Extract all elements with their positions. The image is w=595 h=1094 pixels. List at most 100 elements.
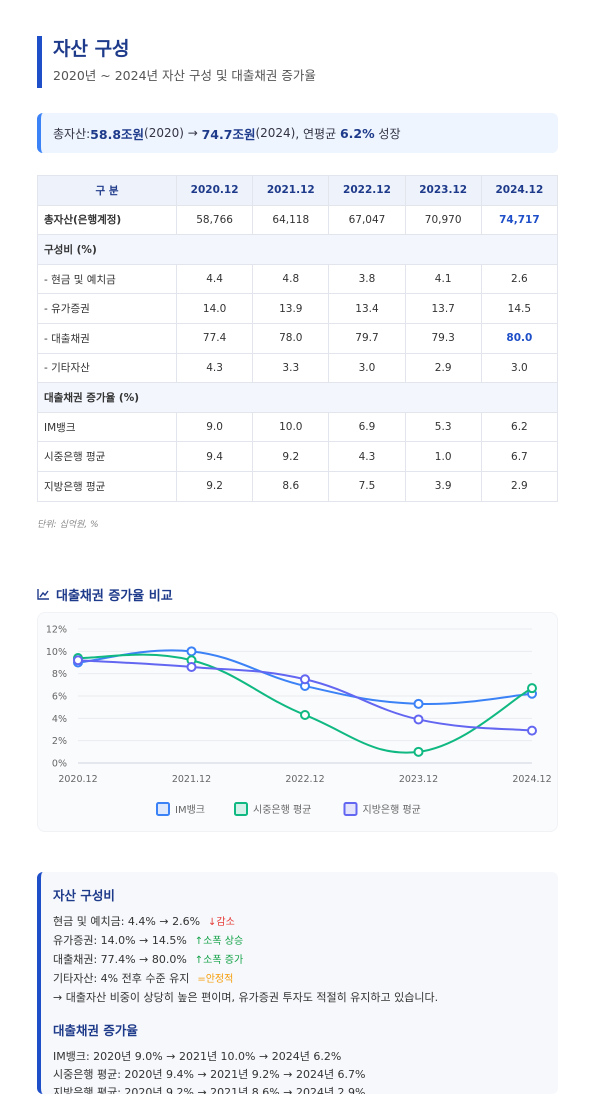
note-line: 대출채권: 77.4% → 80.0% ↑소폭 증가 xyxy=(53,951,546,970)
note-line: 지방은행 평균: 2020년 9.2% → 2021년 8.6% → 2024년… xyxy=(53,1086,366,1094)
table-cell: 9.2 xyxy=(175,470,254,502)
asset-composition-table: 구 분 2020.12 2021.12 2022.12 2023.12 2024… xyxy=(37,175,559,502)
table-cell: 4.1 xyxy=(404,263,482,295)
table-row: 시중은행 평균 9.4 9.2 4.3 1.0 6.7 xyxy=(37,441,559,472)
table-cell: 7.5 xyxy=(328,470,406,502)
summary-arrow: → xyxy=(183,126,202,140)
y-tick-label: 0% xyxy=(52,759,67,770)
loan-growth-chart-card: 0% 2% 4% 6% 8% 10% 12% 2020.12 2021.12 2022.12 202… xyxy=(37,612,558,832)
row-label: - 대출채권 xyxy=(37,322,177,354)
table-cell: 8.6 xyxy=(252,470,330,502)
row-label: - 기타자산 xyxy=(37,352,177,384)
table-cell: 6.7 xyxy=(480,441,559,472)
trend-down-tag: ↓감소 xyxy=(208,917,235,928)
column-header: 2020.12 xyxy=(175,175,254,206)
column-header: 2023.12 xyxy=(404,175,482,206)
total-assets-summary: 총자산: 58.8조원 (2020) → 74.7조원 (2024) , 연평균… xyxy=(37,113,558,153)
table-cell: 67,047 xyxy=(328,204,406,236)
table-cell: 9.4 xyxy=(175,441,254,472)
y-tick-label: 10% xyxy=(46,647,67,658)
chart-heading: 대출채권 증가율 비교 xyxy=(37,585,173,604)
series-line xyxy=(77,659,533,732)
unit-note: 단위: 십억원, % xyxy=(37,520,99,530)
data-point xyxy=(413,714,424,725)
table-cell: 3.8 xyxy=(328,263,406,295)
y-tick-label: 12% xyxy=(46,625,67,636)
table-cell: 4.8 xyxy=(252,263,330,295)
legend-label: 지방은행 평균 xyxy=(363,804,421,816)
table-cell: 4.4 xyxy=(175,263,254,295)
table-cell-highlight: 80.0 xyxy=(480,322,559,354)
y-tick-label: 2% xyxy=(52,736,67,747)
table-row: - 현금 및 예치금 4.4 4.8 3.8 4.1 2.6 xyxy=(37,263,559,295)
page-subtitle: 2020년 ~ 2024년 자산 구성 및 대출채권 증가율 xyxy=(53,68,316,83)
section-label: 대출채권 증가율 (%) xyxy=(37,382,558,413)
table-cell-highlight: 74,717 xyxy=(480,204,559,236)
x-tick-label: 2023.12 xyxy=(399,774,438,785)
table-cell: 4.3 xyxy=(328,441,406,472)
table-cell: 3.0 xyxy=(480,352,559,384)
legend-label: IM뱅크 xyxy=(175,804,205,816)
table-cell: 13.4 xyxy=(328,293,406,324)
legend-label: 시중은행 평균 xyxy=(253,804,311,816)
note-text: 대출채권: 77.4% → 80.0% xyxy=(53,953,187,966)
page-header: 자산 구성 2020년 ~ 2024년 자산 구성 및 대출채권 증가율 xyxy=(37,36,557,88)
row-label: 시중은행 평균 xyxy=(37,441,177,472)
trend-up-tag: ↑소폭 상승 xyxy=(194,936,244,947)
table-cell: 58,766 xyxy=(175,204,254,236)
data-point xyxy=(300,709,310,720)
x-tick-label: 2021.12 xyxy=(172,774,211,785)
summary-cagr-value: 6.2% xyxy=(339,125,375,141)
data-point xyxy=(413,698,424,709)
table-row: - 기타자산 4.3 3.3 3.0 2.9 3.0 xyxy=(37,352,559,384)
table-cell: 64,118 xyxy=(252,204,330,236)
line-chart-icon xyxy=(37,589,49,600)
table-cell: 14.5 xyxy=(480,293,559,324)
analysis-notes: 자산 구성비 현금 및 예치금: 4.4% → 2.6% ↓감소 유가증권: 14… xyxy=(37,872,558,1094)
summary-cagr-suffix: 성장 xyxy=(374,126,401,141)
table-section-composition: 구성비 (%) xyxy=(37,234,558,265)
table-cell: 13.9 xyxy=(252,293,330,324)
note-conclusion: → 대출자산 비중이 상당히 높은 편이며, 유가증권 투자도 적절히 유지하고… xyxy=(53,991,439,1004)
page-title: 자산 구성 xyxy=(53,38,130,60)
summary-prefix: 총자산: xyxy=(53,126,91,141)
summary-cagr-prefix: , 연평균 xyxy=(295,126,340,141)
x-tick-label: 2020.12 xyxy=(58,774,97,785)
legend-swatch xyxy=(343,802,358,816)
table-cell: 10.0 xyxy=(252,411,330,443)
note-line: 현금 및 예치금: 4.4% → 2.6% ↓감소 xyxy=(53,913,546,932)
summary-start-value: 58.8조원 xyxy=(90,126,145,142)
loan-growth-line-chart: 0% 2% 4% 6% 8% 10% 12% 2020.12 2021.12 2022.12 202… xyxy=(46,625,552,816)
row-label: IM뱅크 xyxy=(37,411,177,443)
column-header: 2022.12 xyxy=(328,175,406,206)
table-row: - 대출채권 77.4 78.0 79.7 79.3 80.0 xyxy=(37,322,559,354)
growth-notes-title: 대출채권 증가율 xyxy=(53,1023,138,1038)
table-cell: 79.7 xyxy=(328,322,406,354)
legend-swatch xyxy=(156,802,170,816)
data-point xyxy=(413,746,424,757)
note-text: 유가증권: 14.0% → 14.5% xyxy=(53,934,187,947)
table-cell: 78.0 xyxy=(252,322,330,354)
table-cell: 13.7 xyxy=(404,293,482,324)
note-text: 기타자산: 4% 전후 수준 유지 xyxy=(53,972,190,985)
section-label: 구성비 (%) xyxy=(37,234,558,265)
row-label: - 유가증권 xyxy=(37,293,177,324)
table-cell: 1.0 xyxy=(404,441,482,472)
summary-end-value: 74.7조원 xyxy=(201,126,256,142)
table-cell: 2.9 xyxy=(480,470,559,502)
x-tick-label: 2022.12 xyxy=(285,774,324,785)
row-label: 지방은행 평균 xyxy=(37,470,177,502)
table-cell: 4.3 xyxy=(175,352,254,384)
table-row: IM뱅크 9.0 10.0 6.9 5.3 6.2 xyxy=(37,411,559,443)
table-row: 지방은행 평균 9.2 8.6 7.5 3.9 2.9 xyxy=(37,470,559,502)
table-cell: 3.3 xyxy=(252,352,330,384)
table-cell: 3.9 xyxy=(404,470,482,502)
y-tick-label: 8% xyxy=(52,669,67,680)
table-cell: 6.2 xyxy=(480,411,559,443)
chart-heading-title: 대출채권 증가율 비교 xyxy=(56,589,173,604)
x-tick-label: 2024.12 xyxy=(512,774,551,785)
table-cell: 77.4 xyxy=(175,322,254,354)
table-cell: 6.9 xyxy=(328,411,406,443)
table-cell: 14.0 xyxy=(175,293,254,324)
column-header: 구 분 xyxy=(37,175,177,206)
